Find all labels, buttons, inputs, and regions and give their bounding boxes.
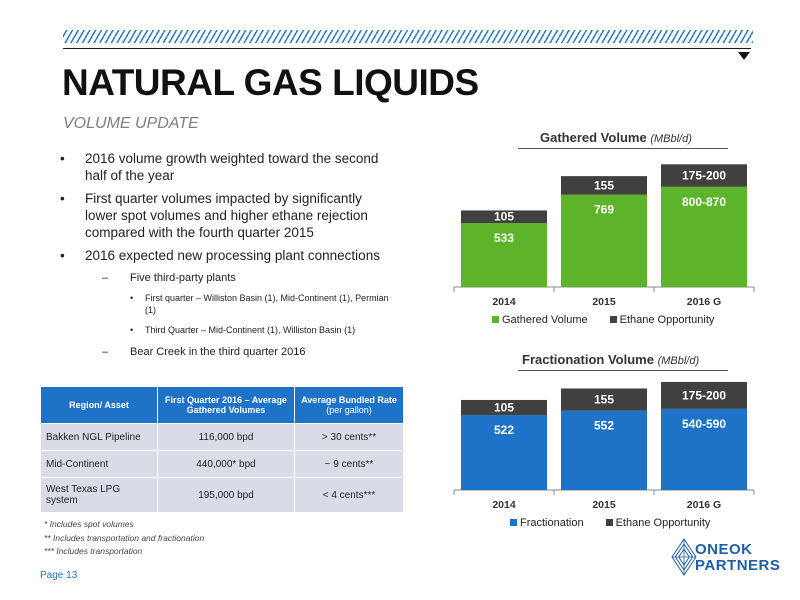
bar-data-label: 175-200 [682,388,726,402]
sub-sub-bullet-item: Third Quarter – Mid-Continent (1), Willi… [60,324,390,336]
table-row: Bakken NGL Pipeline 116,000 bpd > 30 cen… [40,423,404,451]
table-cell: 440,000* bpd [157,450,295,478]
bar-base [461,223,547,287]
sub-bullet-item: Five third-party plants [60,270,390,286]
header-rule [63,48,751,49]
bullet-item: 2016 expected new processing plant conne… [60,247,390,264]
bar-data-label: 155 [594,178,614,192]
bar-data-label: 175-200 [682,169,726,183]
bar-data-label: 533 [494,231,514,245]
bar-ethane [661,381,747,409]
legend-item: Gathered Volume [492,314,588,326]
bar-ethane [461,210,547,224]
x-tick-label: 2016 G [687,296,721,308]
table-cell: 116,000 bpd [157,423,295,451]
table-header: Average Bundled Rate (per gallon) [294,386,404,424]
chart-title-rule [518,370,728,371]
legend-label: Fractionation [520,517,584,529]
table-cell: 195,000 bpd [157,477,295,513]
x-tick-label: 2014 [492,296,516,308]
table-header: First Quarter 2016 – Average Gathered Vo… [157,386,295,424]
chart-legend-gathered: Gathered Volume Ethane Opportunity [492,314,714,326]
table-header-label: Average Bundled Rate [301,395,397,405]
footnote: *** Includes transportation [44,546,143,556]
table-cell: < 4 cents*** [294,477,404,513]
legend-label: Ethane Opportunity [619,314,715,326]
footnotes: * Includes spot volumes ** Includes tran… [44,518,204,559]
bar-ethane [561,388,647,411]
legend-swatch-gray [609,316,617,323]
bar-data-label: 552 [594,419,614,433]
x-tick-label: 2016 G [687,499,721,511]
chart-title-fractionation: Fractionation Volume (MBbl/d) [522,352,699,367]
logo-line: ONEOK [695,541,753,558]
bar-ethane [461,399,547,416]
gathered-volume-chart: 533 105 2014 769 155 2015 800-870 175-200 2016 G [453,164,755,308]
triangle-marker-icon [738,52,750,60]
chart-unit: (MBbl/d) [657,355,700,367]
sub-sub-bullet-item: First quarter – Williston Basin (1), Mid… [60,292,390,316]
chart-title-rule [518,148,728,149]
legend-swatch-green [492,316,499,323]
bar-base [461,415,547,490]
page-title: NATURAL GAS LIQUIDS [62,62,479,103]
legend-label: Ethane Opportunity [615,517,711,529]
bar-base [661,408,747,490]
header-hatch-band [63,30,753,43]
legend-item: Fractionation [510,517,584,529]
logo-line: PARTNERS [695,557,781,574]
legend-swatch-blue [510,519,517,526]
bar-base [661,186,747,287]
bar-data-label: 540-590 [682,417,726,431]
bar-data-label: 522 [494,423,514,437]
bar-data-label: 105 [494,210,514,224]
bar-data-label: 800-870 [682,195,726,209]
oneok-partners-logo [671,538,697,576]
logo-wordmark: ONEOK PARTNERS [695,542,780,574]
legend-swatch-gray [605,519,613,526]
x-tick-label: 2014 [492,499,516,511]
table-cell: ~ 9 cents** [294,450,404,478]
page-subtitle: VOLUME UPDATE [63,115,199,132]
chart-title-text: Fractionation Volume [522,352,654,367]
table-cell: Mid-Continent [40,450,158,478]
bar-ethane [561,176,647,195]
bullet-item: 2016 volume growth weighted toward the s… [60,150,390,184]
fractionation-volume-chart: 522 105 2014 552 155 2015 540-590 175-200 2016 G [453,381,755,511]
chart-unit: (MBbl/d) [650,133,692,145]
legend-item: Ethane Opportunity [609,314,715,326]
bar-ethane [661,164,747,187]
region-asset-table: Region/ Asset First Quarter 2016 – Avera… [40,386,404,513]
bar-data-label: 105 [494,401,514,415]
footnote: ** Includes transportation and fractiona… [44,532,205,543]
table-row: West Texas LPG system 195,000 bpd < 4 ce… [40,477,404,513]
chart-title-gathered: Gathered Volume (MBbl/d) [540,130,692,145]
bullet-item: First quarter volumes impacted by signif… [60,190,390,241]
bar-base [561,194,647,287]
x-tick-label: 2015 [592,296,616,308]
chart-title-text: Gathered Volume [540,130,647,145]
table-header: Region/ Asset [40,386,158,424]
page-number: Page 13 [40,570,78,581]
legend-item: Ethane Opportunity [605,517,711,529]
bar-data-label: 769 [594,203,614,217]
table-cell: Bakken NGL Pipeline [40,423,158,451]
diamond-logo-icon [671,538,697,576]
bullet-list: 2016 volume growth weighted toward the s… [60,150,390,366]
table-cell: West Texas LPG system [40,477,158,513]
table-cell: > 30 cents** [294,423,404,451]
sub-bullet-item: Bear Creek in the third quarter 2016 [60,344,390,360]
table-header-sublabel: (per gallon) [326,405,372,415]
legend-label: Gathered Volume [502,314,588,326]
footnote: * Includes spot volumes [44,519,134,529]
chart-legend-fractionation: Fractionation Ethane Opportunity [510,517,710,529]
bar-data-label: 155 [594,393,614,407]
x-tick-label: 2015 [592,499,616,511]
table-row: Mid-Continent 440,000* bpd ~ 9 cents** [40,450,404,478]
bar-base [561,410,647,490]
